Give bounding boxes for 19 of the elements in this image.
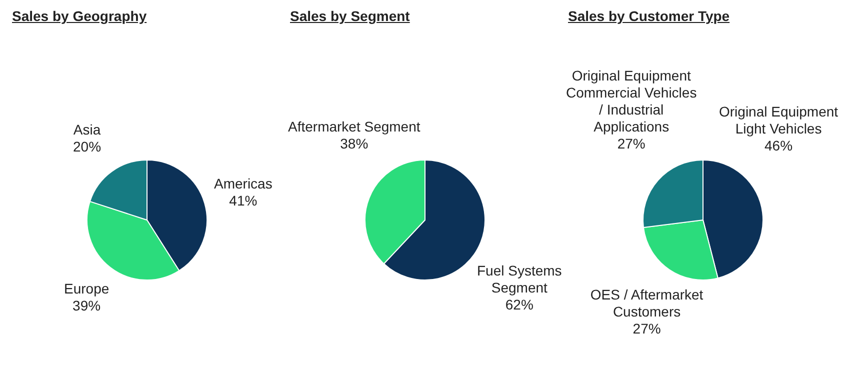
data-label: 41%	[229, 192, 258, 208]
slice-label: Original Equipment Light Vehicles	[719, 103, 838, 136]
data-label: 38%	[340, 135, 368, 152]
data-label: 46%	[764, 137, 793, 154]
chart-title: Sales by Segment	[289, 8, 411, 26]
data-label: 20%	[72, 138, 102, 154]
chart-title: Sales by Geography	[11, 8, 148, 26]
data-label: 27%	[632, 320, 661, 336]
slice-label: Europe	[64, 280, 110, 296]
slice-label: Asia	[73, 121, 101, 138]
slice-label: OES / Aftermarket Customers	[590, 286, 704, 320]
data-label: 62%	[505, 296, 534, 312]
slice-label: Fuel Systems Segment	[476, 262, 562, 296]
data-label: 27%	[617, 135, 646, 152]
slice-label: Aftermarket Segment	[288, 118, 420, 134]
slice-label: Americas	[214, 175, 272, 192]
chart-title: Sales by Customer Type	[567, 8, 731, 26]
slice-label: Original Equipment Commercial Vehicles / Industrial Applications	[566, 67, 697, 134]
data-label: 39%	[72, 297, 101, 314]
